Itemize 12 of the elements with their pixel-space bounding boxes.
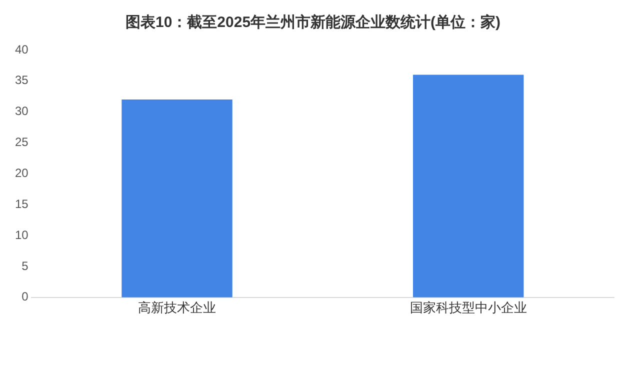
y-tick-label: 40 xyxy=(14,42,29,56)
x-tick-label: 国家科技型中小企业 xyxy=(410,300,527,315)
x-tick-label: 高新技术企业 xyxy=(138,300,216,315)
y-tick-label: 20 xyxy=(14,166,29,180)
y-tick-label: 35 xyxy=(14,73,29,88)
chart-title: 图表10：截至2025年兰州市新能源企业数统计(单位：家) xyxy=(125,13,501,32)
y-tick-label: 0 xyxy=(22,290,29,304)
y-tick-label: 15 xyxy=(14,196,29,211)
y-tick-label: 5 xyxy=(22,258,29,273)
y-tick-label: 10 xyxy=(14,228,29,242)
y-tick-label: 30 xyxy=(14,104,29,118)
y-tick-label: 25 xyxy=(14,135,29,150)
